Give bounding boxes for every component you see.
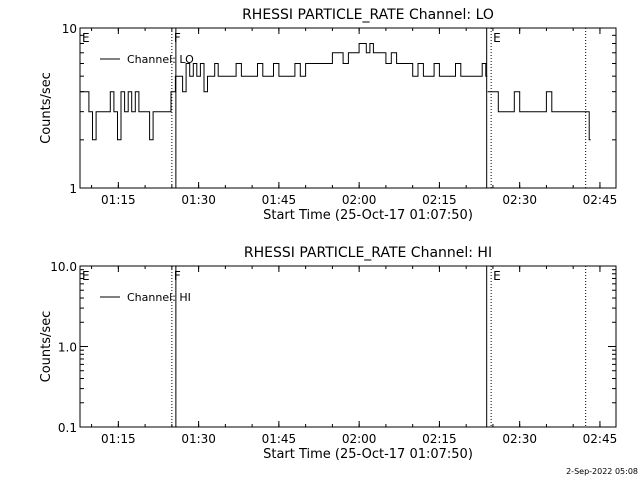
chart-title: RHESSI PARTICLE_RATE Channel: HI [244, 245, 492, 261]
x-tick-label: 02:00 [342, 432, 377, 446]
x-tick-label: 01:45 [262, 432, 297, 446]
y-tick-label: 10.0 [50, 260, 77, 274]
x-tick-label: 02:30 [502, 193, 537, 207]
x-tick-label: 01:30 [181, 432, 216, 446]
y-tick-label: 1 [69, 182, 77, 196]
legend-label: Channel: LO [127, 53, 194, 66]
x-tick-label: 01:45 [262, 193, 297, 207]
plot-frame [79, 27, 617, 189]
event-marker-label: E [493, 31, 501, 45]
event-marker-label: E [82, 269, 90, 283]
x-tick-label: 01:30 [181, 193, 216, 207]
legend-label: Channel: HI [127, 291, 191, 304]
y-axis-label: Counts/sec [39, 72, 54, 144]
x-tick-label: 01:15 [101, 432, 136, 446]
event-marker-label: E [82, 31, 90, 45]
x-tick-label: 02:15 [422, 193, 457, 207]
event-marker-label: F [174, 31, 181, 45]
x-tick-label: 02:30 [502, 432, 537, 446]
plot-timestamp: 2-Sep-2022 05:08 [566, 467, 638, 476]
event-marker-label: F [174, 269, 181, 283]
x-tick-label: 02:00 [342, 193, 377, 207]
y-tick-label: 10 [62, 22, 77, 36]
y-tick-label: 0.1 [58, 421, 77, 435]
x-axis-label: Start Time (25-Oct-17 01:07:50) [263, 447, 473, 462]
series-line [80, 91, 173, 141]
series-line [487, 91, 591, 141]
series-line [171, 43, 488, 93]
x-tick-label: 01:15 [101, 193, 136, 207]
event-marker-label: E [493, 269, 501, 283]
x-tick-label: 02:45 [583, 193, 618, 207]
x-tick-label: 02:15 [422, 432, 457, 446]
x-tick-label: 02:45 [583, 432, 618, 446]
y-tick-label: 1.0 [58, 341, 77, 355]
chart-title: RHESSI PARTICLE_RATE Channel: LO [242, 7, 494, 23]
x-axis-label: Start Time (25-Oct-17 01:07:50) [263, 208, 473, 223]
y-axis-label: Counts/sec [39, 311, 54, 383]
